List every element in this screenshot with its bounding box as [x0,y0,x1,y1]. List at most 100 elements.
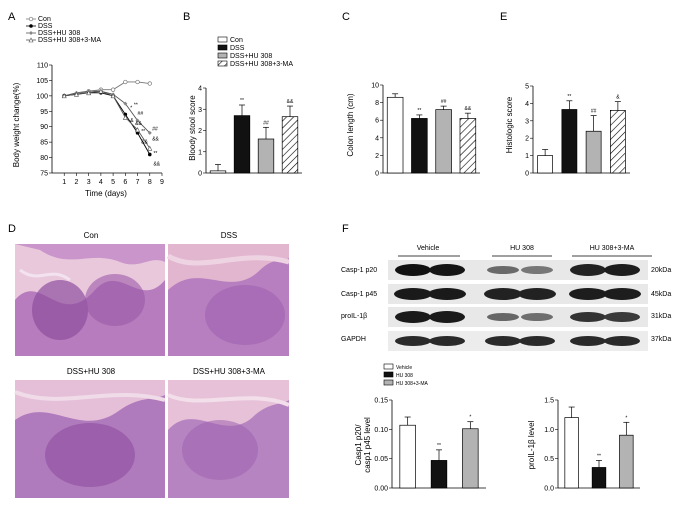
x-tick-label-a: 5 [111,179,115,186]
blot-strip-p45 [388,284,648,304]
blot-kda-il1b: 31kDa [651,313,671,320]
data-point-s4 [73,91,79,97]
significance-label-a: && [141,140,148,146]
blot-strip-il1b [388,307,648,327]
y-tick-label: 2 [525,136,529,143]
data-point-s3 [147,130,152,135]
blot-kda-p45: 45kDa [651,291,671,298]
bar-1 [399,424,416,489]
legend-b-dss: DSS [230,45,245,52]
data-point-s4 [86,90,92,96]
data-point-s3 [135,118,140,123]
data-point-s4 [122,114,128,120]
significance-label-a: && [135,121,142,127]
y-tick-label: 1.5 [544,398,554,405]
data-point-s1 [135,79,140,85]
y-tick-label: 0.15 [374,398,388,405]
bar-3 [585,130,602,174]
bloody-stool-chart: Con DSS DSS+HU 308 DSS+HU 308+3-MA Blood… [188,36,302,178]
panel-letter-e: E [500,11,507,23]
bar-1 [564,417,579,489]
histology-panel: Con DSS DSS+HU 308 DSS+HU 308+3-MA [14,231,290,498]
bar-2 [411,118,428,174]
significance-label-4: & [616,95,620,101]
bar-4 [610,110,626,174]
blot-label-p20: Casp-1 p20 [341,267,377,274]
significance-label-2: ** [240,98,244,104]
line-series-4 [64,90,151,149]
bar-3 [619,434,634,489]
bar-1 [386,96,404,174]
y-tick-label: 10 [371,83,379,90]
legend-f-hu3ma: HU 308+3-MA [396,381,428,387]
data-point-s4 [61,93,67,99]
significance-label-a: ## [152,126,158,132]
x-tick-label-a: 2 [74,179,78,186]
blot-group-hu: HU 308 [510,245,534,252]
significance-label-3: ## [263,120,269,126]
y-tick-label: 0.10 [374,427,388,434]
blot-kda-p20: 20kDa [651,267,671,274]
bar-3 [435,109,452,174]
blot-label-gapdh: GAPDH [341,336,366,343]
y-tick-label: 0.5 [544,456,554,463]
y-tick-label: 0 [375,171,379,178]
y-tick-label: 4 [198,86,202,93]
legend-b-con: Con [230,37,243,44]
y-tick-label: 4 [525,101,529,108]
y-axis-label-f-left-1: Casp1 p20/ [354,424,363,466]
legend-a-hu: DSS+HU 308 [38,30,80,37]
legend-b: Con DSS DSS+HU 308 DSS+HU 308+3-MA [217,36,293,68]
y-tick-label-a: 80 [40,155,48,162]
x-tick-label-a: 4 [99,179,103,186]
bar-4 [281,116,299,174]
y-tick-label: 5 [525,84,529,91]
western-blot-panel: Vehicle HU 308 HU 308+3-MA Casp-1 p20 Ca… [341,245,671,493]
bar-2 [591,467,607,489]
significance-label-a: ** [141,129,145,135]
significance-label-a: && [152,137,159,143]
significance-label-4: && [287,99,294,105]
y-tick-label: 8 [375,100,379,107]
y-axis-label-e: Histologic score [505,96,514,153]
body-weight-chart: Con DSS DSS+HU 308 DSS+HU 308+3-MA Body … [12,16,164,198]
data-point-s4 [110,93,116,99]
y-tick-label: 3 [525,118,529,125]
data-point-s2 [147,152,152,157]
blot-strip-gapdh [388,331,648,351]
data-point-s1 [123,79,128,85]
data-point-s3 [123,101,128,106]
blot-strip-p20 [388,260,648,280]
significance-label-4: && [465,106,472,112]
histology-title-hu: DSS+HU 308 [67,367,116,376]
significance-label-a: ** [153,151,157,157]
blot-group-hu3ma: HU 308+3-MA [590,245,635,252]
data-point-s1 [110,87,116,92]
significance-label-a: ## [138,111,144,117]
y-tick-label: 1 [198,149,202,156]
x-tick-label-a: 1 [62,179,66,186]
legend-f-vehicle: Vehicle [396,365,412,371]
y-tick-label-a: 95 [40,109,48,116]
y-tick-label-a: 100 [36,93,48,100]
y-axis-label-b: Bloody stool score [188,95,197,161]
y-tick-label-a: 85 [40,140,48,147]
bar-2 [430,460,448,489]
data-point-s4 [98,88,104,94]
histology-title-con: Con [84,231,99,240]
panel-letter-d: D [8,223,16,235]
y-tick-label: 0 [525,171,529,178]
panel-letter-f: F [342,223,349,235]
significance-label-a: * [130,105,132,111]
blot-label-il1b: proIL-1β [341,313,367,320]
y-tick-label-a: 75 [40,171,48,178]
significance-label-a: && [153,161,160,167]
significance-label-2: ** [417,108,421,114]
line-series-3 [64,90,151,134]
y-tick-label: 2 [375,153,379,160]
bar-2 [233,115,251,174]
bar-3 [257,138,275,174]
y-tick-label: 4 [375,135,379,142]
y-tick-label-a: 90 [40,124,48,131]
